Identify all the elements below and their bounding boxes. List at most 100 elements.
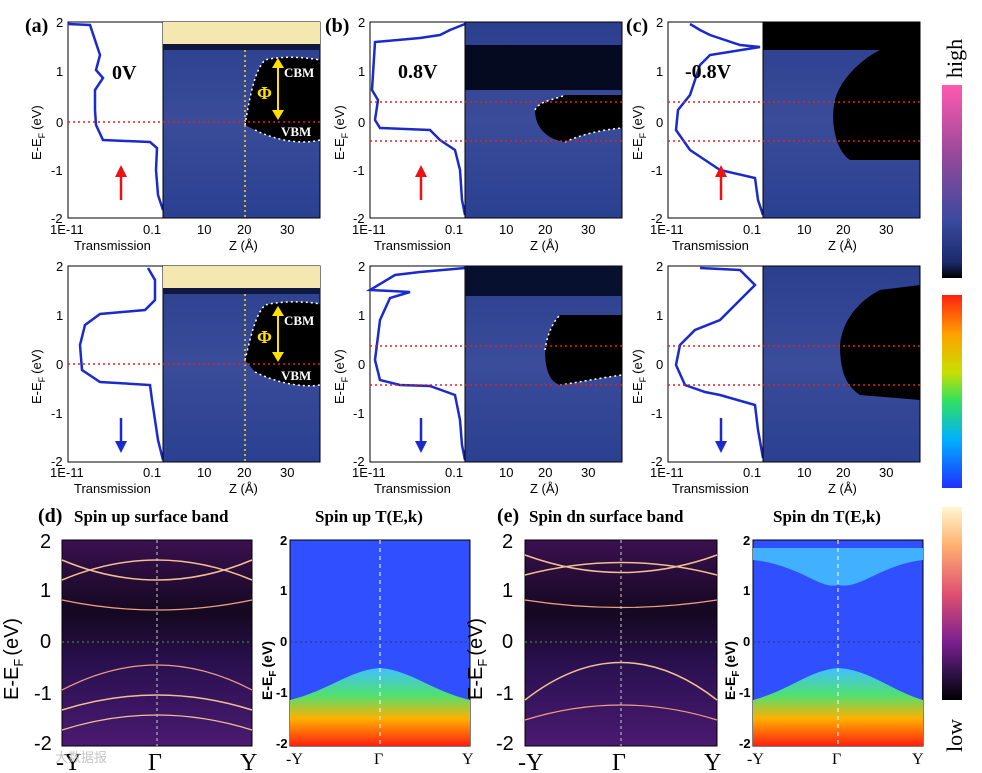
ytick: 1 (743, 583, 750, 598)
ylabel-sub: F (638, 132, 648, 138)
zlabel: Z (Å) (229, 481, 258, 496)
ylabel-sub: F (340, 132, 350, 138)
panel-label-d: (d) (38, 505, 62, 527)
ytick: -1 (739, 685, 751, 700)
ylabel-main: E-E (630, 138, 645, 160)
ktick: Γ (374, 751, 383, 768)
ztick: 10 (499, 222, 513, 237)
xtick: 1E-11 (50, 465, 84, 480)
ylabel-c-up: E-EF (eV) (630, 105, 648, 160)
ylabel-d-left: E-EF (eV) (1, 618, 26, 700)
panel-b-up (369, 21, 623, 219)
y-ticks-d-left: 2 1 0 -1 -2 (34, 531, 52, 755)
panel-c-down (667, 265, 921, 463)
ktick: -Y (747, 751, 764, 768)
ylabel-a-up: E-EF (eV) (29, 105, 47, 160)
ytick: -1 (651, 406, 663, 421)
ytick: -1 (651, 163, 663, 178)
ktick: Γ (832, 751, 841, 768)
ytick: 2 (56, 15, 63, 30)
ytick: -2 (51, 211, 63, 226)
ylabel-unit: (eV) (332, 105, 347, 130)
ytick: 0 (40, 631, 51, 653)
ytick: 2 (743, 533, 750, 548)
ztick: 20 (237, 465, 251, 480)
ylabel-main: E-E (465, 667, 487, 700)
ztick: 20 (836, 222, 850, 237)
ztick: 20 (836, 465, 850, 480)
ktick: Y (912, 751, 924, 768)
xlabel: Transmission (74, 238, 151, 253)
ytick: 1 (656, 308, 663, 323)
panel-e-bands (524, 539, 718, 747)
ylabel-main: E-E (29, 382, 44, 404)
ylabel-e-right: E-EF (eV) (722, 641, 742, 700)
ztick: 10 (797, 465, 811, 480)
ytick: -1 (353, 406, 365, 421)
ytick: -1 (353, 163, 365, 178)
ylabel-d-right: E-EF (eV) (259, 641, 279, 700)
ylabel-sub: F (37, 132, 47, 138)
cbm-label-up: CBM (284, 65, 314, 80)
ytick: -2 (651, 211, 663, 226)
zlabel: Z (Å) (828, 481, 857, 496)
ktick: Γ (148, 750, 162, 773)
panel-d-tek (289, 539, 471, 747)
ylabel-main: E-E (722, 677, 738, 700)
ztick: 30 (879, 222, 893, 237)
xtick: 0.1 (743, 465, 761, 480)
ytick: 2 (656, 15, 663, 30)
panel-e-tek (752, 539, 924, 747)
ztick: 10 (797, 222, 811, 237)
zlabel: Z (Å) (229, 238, 258, 253)
xtick: 1E-11 (50, 222, 84, 237)
ytick: -2 (651, 454, 663, 469)
panel-a-down (67, 265, 321, 463)
voltage-c: -0.8V (685, 61, 732, 83)
ztick: 20 (237, 222, 251, 237)
panel-a-up (67, 21, 321, 219)
ylabel-unit: (eV) (332, 349, 347, 374)
ytick: 1 (40, 580, 51, 602)
xlabel: Transmission (672, 481, 749, 496)
watermark: 大数据报 (55, 750, 107, 765)
cbm-label-down: CBM (284, 313, 314, 328)
title-e-right: Spin dn T(E,k) (773, 507, 881, 526)
ylabel-c-down: E-EF (eV) (630, 349, 648, 404)
ylabel-unit: (eV) (29, 105, 44, 130)
y-ticks-c-down: 2 1 0 -1 -2 (651, 259, 663, 469)
phi-label-down: Φ (257, 327, 272, 347)
ytick: 1 (56, 308, 63, 323)
ytick: 1 (56, 64, 63, 79)
xtick: 0.1 (143, 465, 161, 480)
zlabel: Z (Å) (828, 238, 857, 253)
ytick: 2 (358, 259, 365, 274)
ytick: -1 (496, 683, 514, 705)
y-ticks-b-down: 2 1 0 -1 -2 (353, 259, 365, 469)
xtick: 1E-11 (352, 465, 386, 480)
vbm-label-down: VBM (281, 368, 311, 383)
xlabel: Transmission (672, 238, 749, 253)
ylabel-main: E-E (259, 677, 275, 700)
ktick: -Y (56, 750, 81, 773)
ylabel-e-left: E-EF (eV) (465, 618, 490, 700)
ytick: -2 (353, 454, 365, 469)
ylabel-a-down: E-EF (eV) (29, 349, 47, 404)
xtick: 1E-11 (650, 465, 684, 480)
ytick: -2 (276, 736, 288, 751)
ytick: 2 (656, 259, 663, 274)
ztick: 30 (581, 222, 595, 237)
ylabel-main: E-E (332, 382, 347, 404)
ylabel-unit: (eV) (722, 641, 738, 667)
ktick: -Y (286, 751, 303, 768)
ylabel-sub: F (638, 376, 648, 382)
colorbar-low-label: low (942, 719, 967, 752)
phi-label-up: Φ (257, 83, 272, 103)
ytick: 1 (358, 308, 365, 323)
ktick: Y (240, 750, 257, 773)
panel-c-up (667, 21, 921, 219)
ztick: 20 (538, 465, 552, 480)
panel-label-e: (e) (497, 505, 519, 527)
xtick: 0.1 (143, 222, 161, 237)
